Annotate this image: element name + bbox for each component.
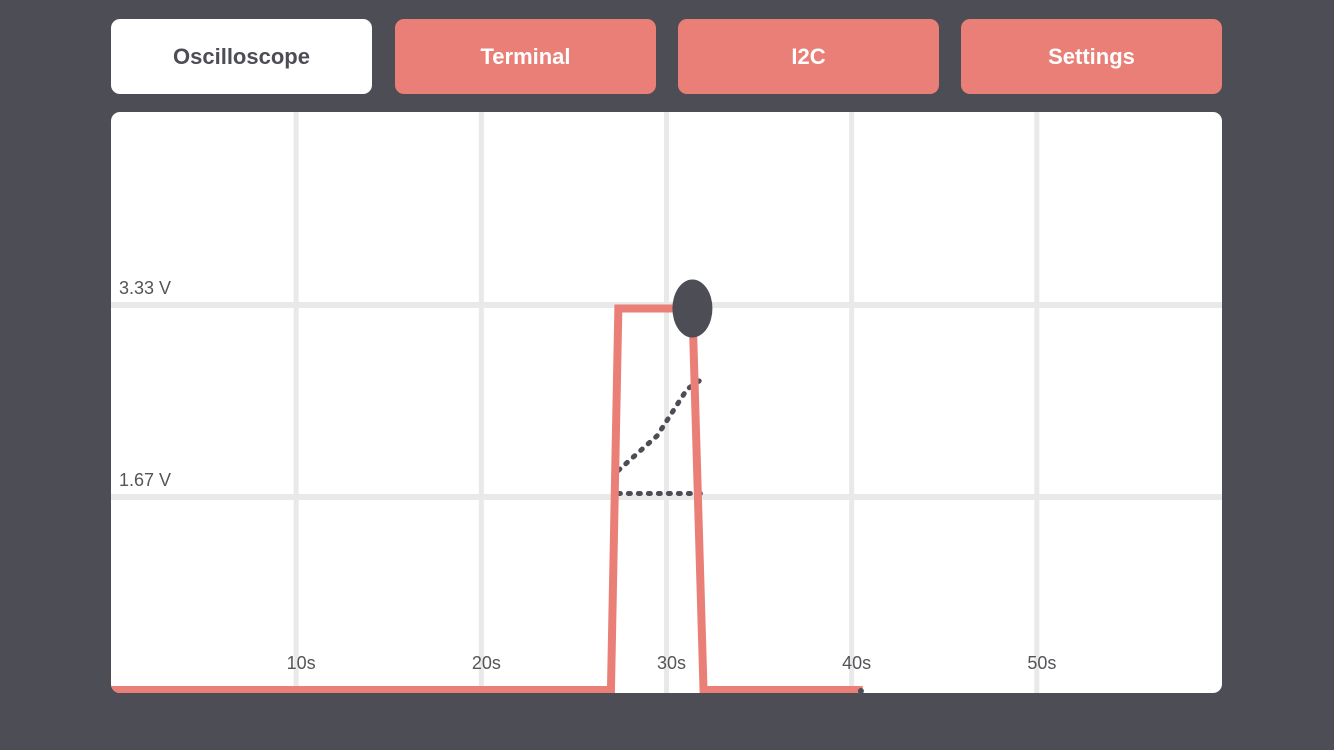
y-tick-label: 1.67 V: [119, 470, 171, 490]
tab-settings[interactable]: Settings: [961, 19, 1222, 94]
x-tick-label: 10s: [287, 653, 316, 673]
markers: [672, 279, 864, 693]
trace-end-dot: [857, 688, 864, 693]
oscilloscope-plot: 1.67 V 3.33 V 10s 20s 30s 40s 50s: [111, 112, 1222, 693]
cursor-marker[interactable]: [672, 279, 713, 338]
x-tick-label: 50s: [1027, 653, 1056, 673]
x-axis-labels: 10s 20s 30s 40s 50s: [287, 653, 1057, 673]
signal-line-0: [111, 304, 863, 693]
tab-terminal[interactable]: Terminal: [395, 19, 656, 94]
oscilloscope-chart[interactable]: 1.67 V 3.33 V 10s 20s 30s 40s 50s: [111, 112, 1222, 693]
trigger-guides: [615, 375, 707, 496]
tab-bar: Oscilloscope Terminal I2C Settings: [111, 19, 1222, 94]
x-tick-label: 40s: [842, 653, 871, 673]
tab-oscilloscope[interactable]: Oscilloscope: [111, 19, 372, 94]
x-tick-label: 20s: [472, 653, 501, 673]
grid: [111, 112, 1222, 693]
y-axis-labels: 1.67 V 3.33 V: [119, 278, 171, 490]
y-tick-label: 3.33 V: [119, 278, 171, 298]
dotted-guide-0: [615, 375, 707, 473]
signal-trace: [111, 304, 863, 693]
tab-i2c[interactable]: I2C: [678, 19, 939, 94]
x-tick-label: 30s: [657, 653, 686, 673]
